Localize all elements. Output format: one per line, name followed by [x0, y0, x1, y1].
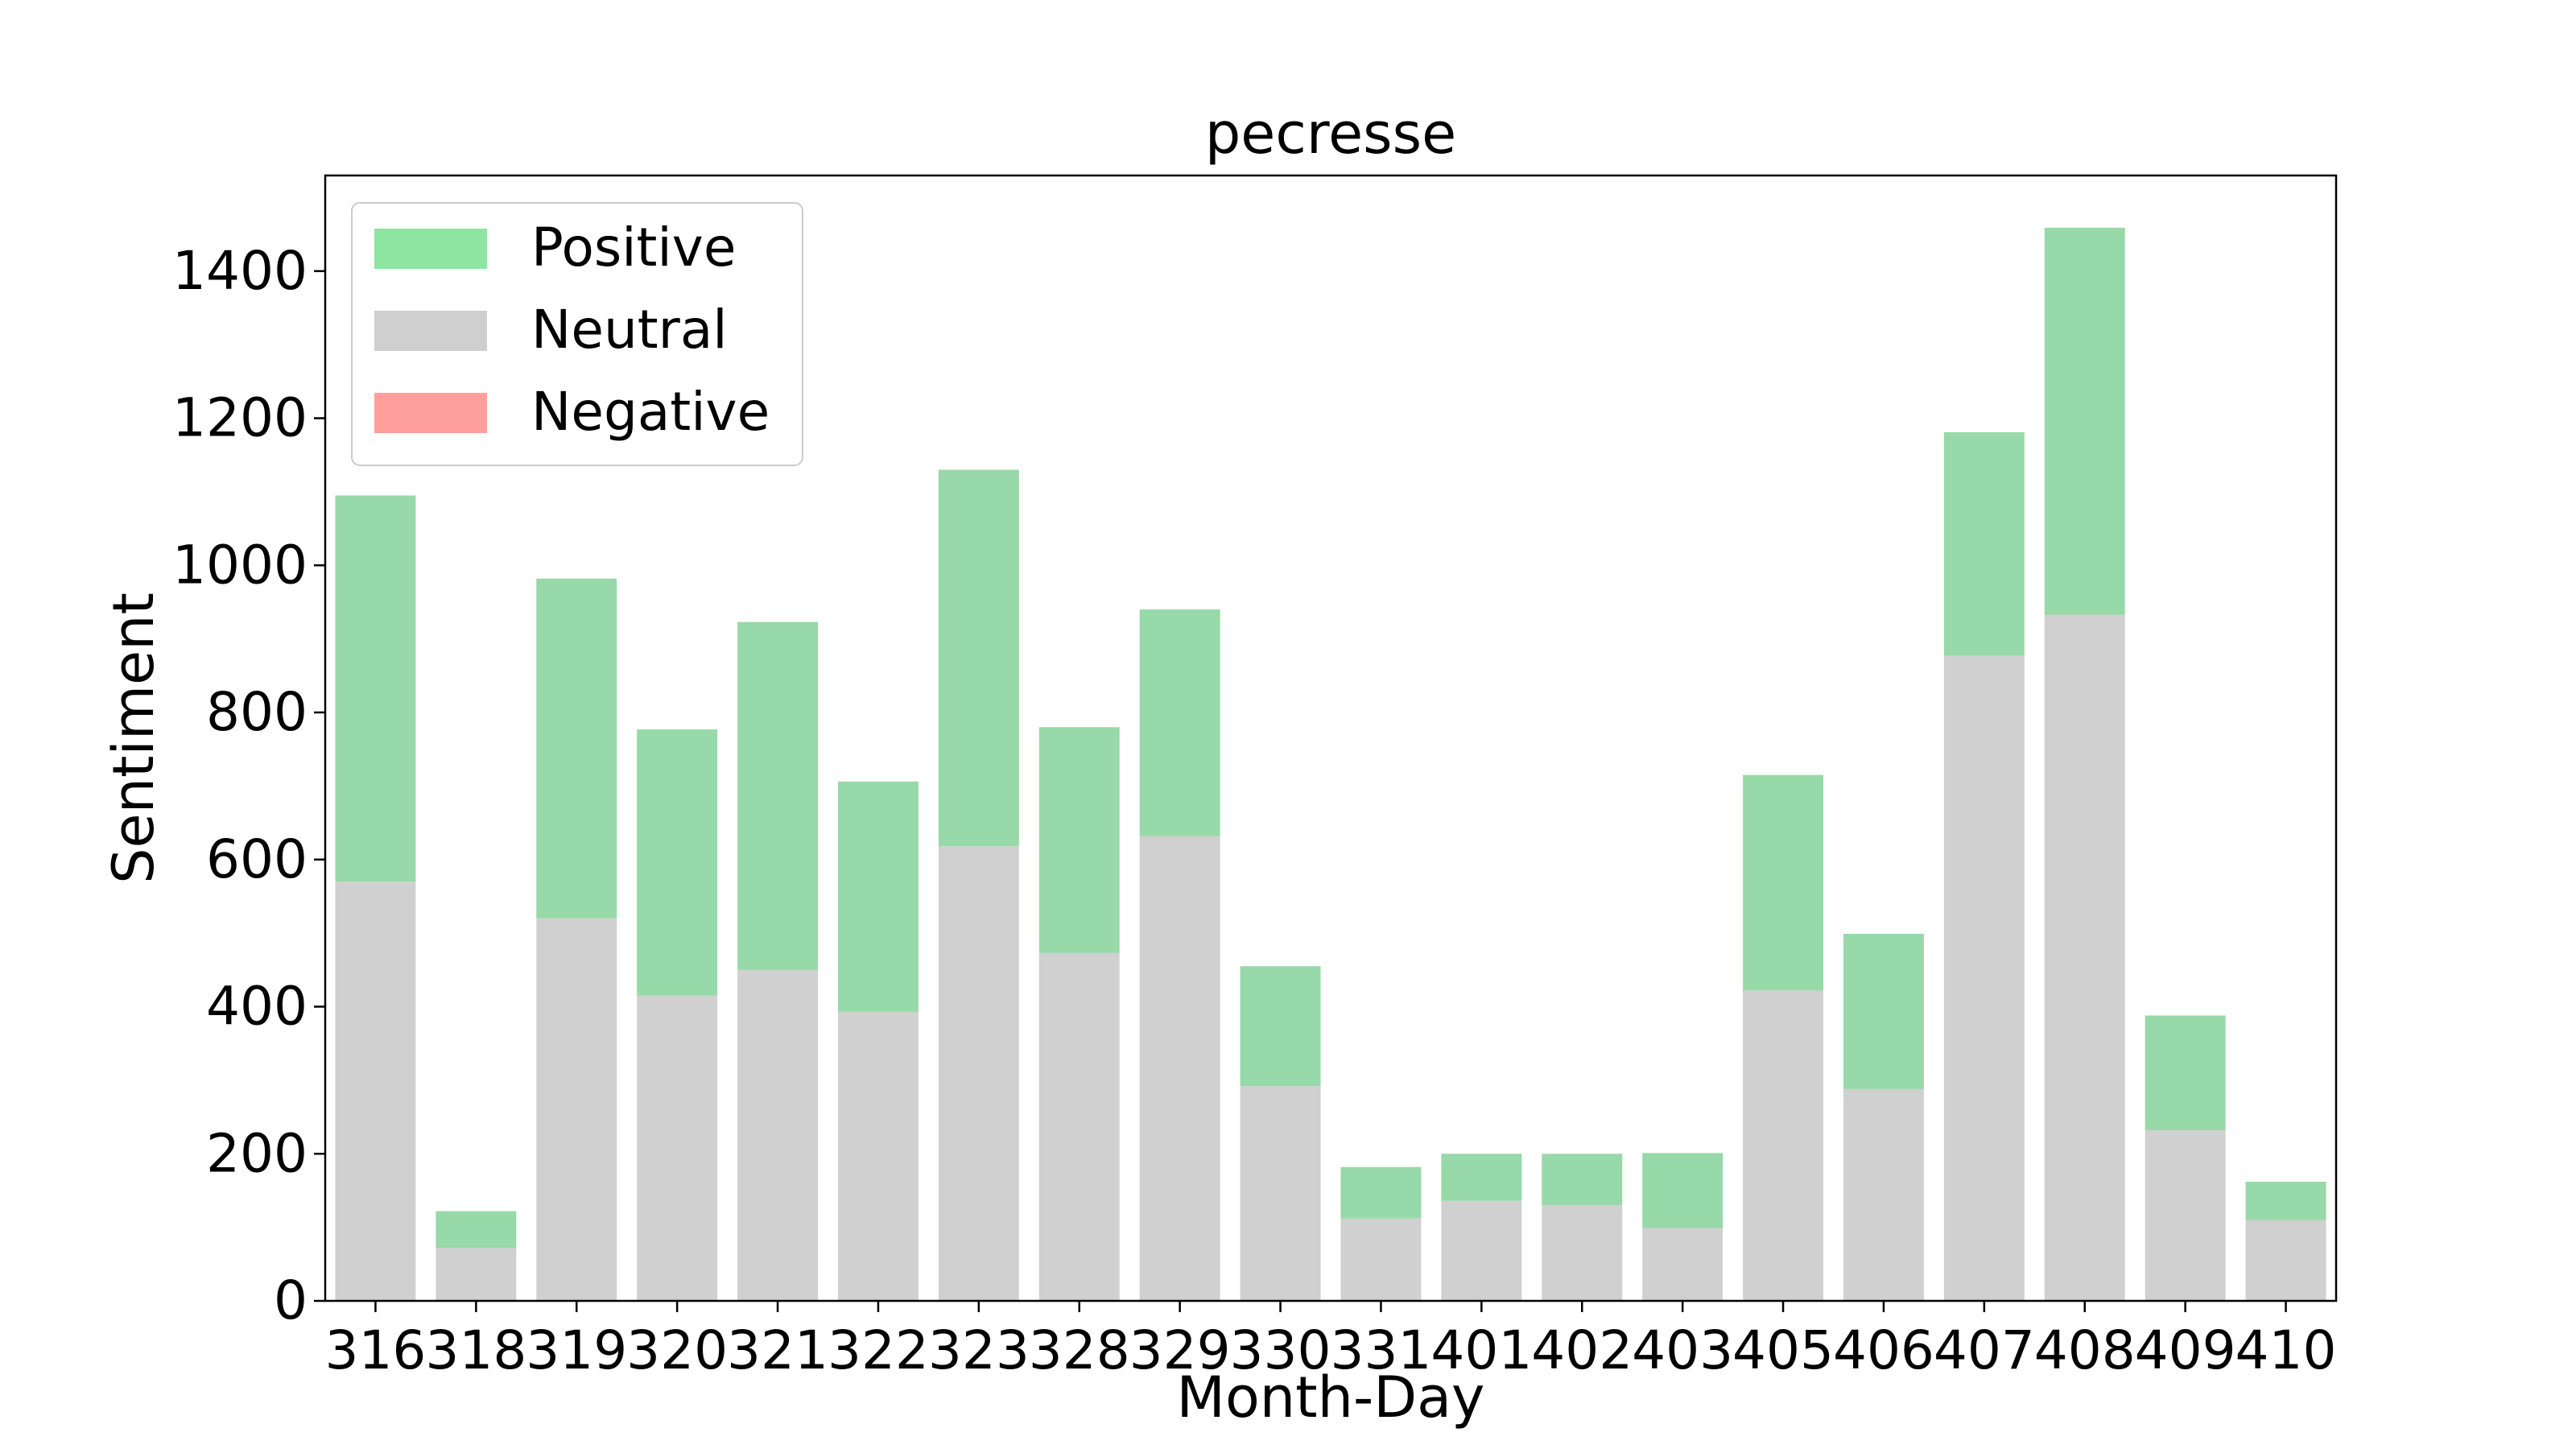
bar-positive-320 [637, 729, 718, 996]
legend-swatch-positive [374, 229, 487, 269]
x-tick-label: 410 [2235, 1319, 2337, 1381]
bar-neutral-319 [536, 918, 617, 1301]
y-tick-label: 1200 [172, 387, 308, 449]
legend-swatch-negative [374, 393, 487, 433]
x-tick-label: 319 [526, 1319, 627, 1381]
bar-neutral-409 [2145, 1130, 2226, 1301]
bars-group [335, 227, 2326, 1301]
bar-neutral-322 [837, 1011, 919, 1301]
legend-swatch-neutral [374, 311, 487, 351]
bar-neutral-329 [1139, 836, 1220, 1301]
x-tick-label: 401 [1430, 1319, 1532, 1381]
bar-neutral-408 [2044, 614, 2125, 1301]
x-tick-label: 316 [324, 1319, 426, 1381]
bar-neutral-410 [2245, 1220, 2326, 1301]
x-tick-label: 329 [1129, 1319, 1231, 1381]
x-tick-label: 405 [1732, 1319, 1834, 1381]
bar-neutral-406 [1843, 1088, 1924, 1301]
x-tick-label: 407 [1934, 1319, 2035, 1381]
bar-positive-329 [1139, 609, 1220, 836]
legend: Positive Neutral Negative [351, 202, 803, 466]
x-tick-label: 402 [1531, 1319, 1633, 1381]
bar-positive-319 [536, 578, 617, 919]
x-tick-label: 330 [1230, 1319, 1331, 1381]
plot-frame [324, 174, 2338, 1302]
x-tick-label: 328 [1029, 1319, 1130, 1381]
x-tick-label: 409 [2135, 1319, 2236, 1381]
chart-title: pecresse [1205, 101, 1456, 167]
bar-neutral-321 [737, 969, 819, 1301]
x-tick-label: 331 [1330, 1319, 1431, 1381]
y-tick-label: 600 [206, 828, 308, 890]
x-tick-label: 322 [828, 1319, 929, 1381]
y-tick-label: 800 [206, 681, 308, 743]
bar-neutral-403 [1642, 1228, 1724, 1301]
x-axis-label: Month-Day [1177, 1364, 1485, 1430]
y-tick-label: 1000 [172, 534, 308, 596]
bar-positive-330 [1240, 966, 1321, 1087]
legend-label-neutral: Neutral [531, 299, 728, 361]
bar-neutral-328 [1038, 952, 1120, 1301]
legend-label-positive: Positive [531, 217, 736, 279]
x-tick-label: 408 [2034, 1319, 2136, 1381]
bar-positive-407 [1943, 431, 2025, 656]
bar-neutral-320 [637, 995, 718, 1301]
bar-positive-321 [737, 621, 819, 970]
bar-neutral-316 [335, 881, 416, 1301]
x-tick-label: 323 [928, 1319, 1030, 1381]
x-axis: 3163183193203213223233283293303314014024… [324, 1301, 2337, 1381]
x-tick-label: 321 [727, 1319, 828, 1381]
y-axis-label: Sentiment [101, 592, 167, 884]
y-tick-label: 400 [206, 976, 308, 1038]
bar-positive-322 [837, 781, 919, 1012]
bar-positive-316 [335, 495, 416, 882]
y-tick-label: 200 [206, 1122, 308, 1184]
bar-positive-405 [1743, 774, 1824, 991]
bar-neutral-407 [1943, 655, 2025, 1301]
bar-positive-402 [1542, 1154, 1623, 1206]
legend-label-negative: Negative [531, 381, 770, 443]
x-tick-label: 320 [626, 1319, 728, 1381]
bar-positive-403 [1642, 1153, 1724, 1228]
x-tick-label: 403 [1632, 1319, 1733, 1381]
x-tick-label: 318 [425, 1319, 526, 1381]
bar-positive-408 [2044, 227, 2125, 615]
bar-positive-409 [2145, 1015, 2226, 1131]
bar-positive-331 [1340, 1166, 1422, 1219]
bar-positive-410 [2245, 1181, 2326, 1220]
bar-positive-318 [436, 1211, 517, 1249]
bar-neutral-323 [938, 846, 1019, 1301]
bar-neutral-330 [1240, 1086, 1321, 1301]
bar-positive-323 [938, 469, 1019, 847]
bar-positive-406 [1843, 934, 1924, 1089]
bar-neutral-318 [436, 1248, 517, 1301]
bar-neutral-402 [1542, 1205, 1623, 1301]
bar-neutral-401 [1441, 1200, 1522, 1301]
y-tick-label: 0 [274, 1269, 308, 1331]
x-tick-label: 406 [1833, 1319, 1934, 1381]
bar-neutral-331 [1340, 1218, 1422, 1301]
bar-neutral-405 [1743, 990, 1824, 1301]
y-axis: 0 200 400 600 800 1000 1200 1400 [172, 240, 325, 1331]
bar-positive-328 [1038, 727, 1120, 953]
bar-positive-401 [1441, 1154, 1522, 1201]
y-tick-label: 1400 [172, 240, 308, 302]
